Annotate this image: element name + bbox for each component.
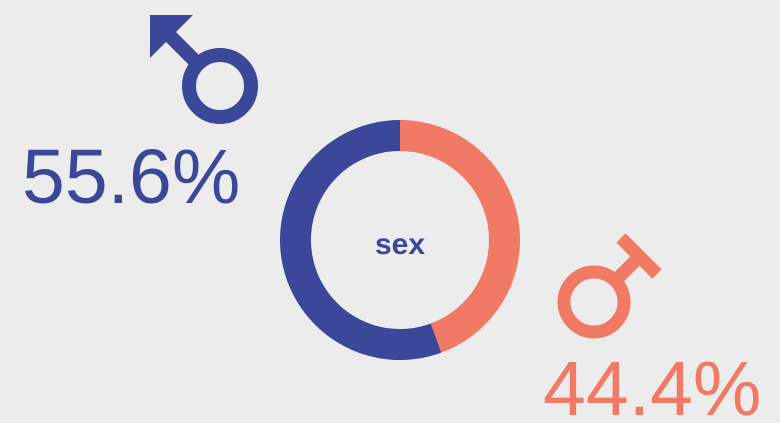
value-label: 44.4% [543,346,761,423]
donut-segment [400,120,521,353]
value-label: 55.6% [22,134,240,220]
female-icon [557,233,662,339]
center-label: sex [375,228,425,261]
male-icon [150,15,258,124]
donut-segment [280,120,442,360]
